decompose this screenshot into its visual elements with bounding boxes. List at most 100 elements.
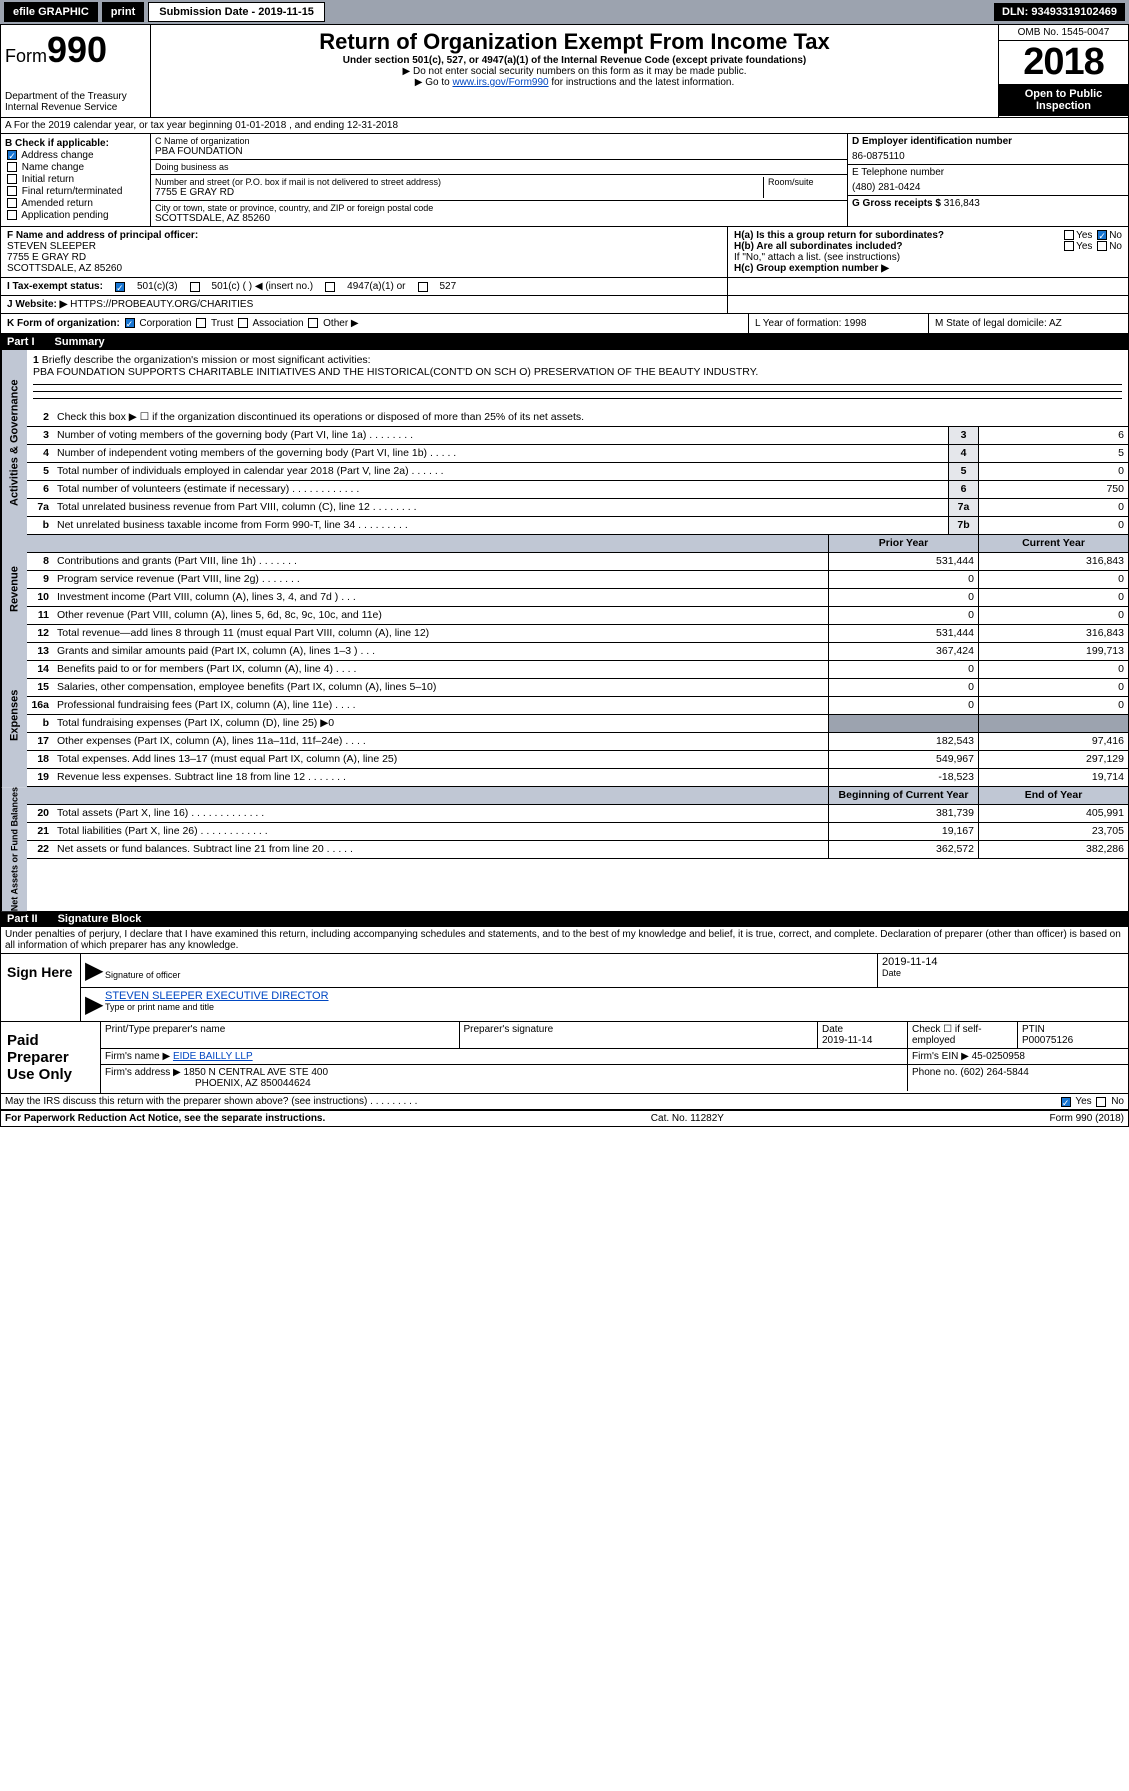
part1-header: Part I Summary	[1, 334, 1128, 350]
tax-status-label: I Tax-exempt status:	[7, 281, 103, 292]
governance-section: Activities & Governance 1 Briefly descri…	[1, 350, 1128, 535]
col-c: C Name of organization PBA FOUNDATION Do…	[151, 134, 848, 226]
state-domicile: M State of legal domicile: AZ	[928, 314, 1128, 333]
501c-check[interactable]	[190, 282, 200, 292]
officer-name-link[interactable]: STEVEN SLEEPER EXECUTIVE DIRECTOR	[105, 990, 329, 1002]
ein-label: D Employer identification number	[852, 136, 1124, 147]
officer-label: F Name and address of principal officer:	[7, 230, 721, 241]
org-name-label: C Name of organization	[155, 136, 843, 146]
end-year-label: End of Year	[978, 787, 1128, 804]
efile-badge: efile GRAPHIC	[4, 2, 98, 22]
officer-type-label: Type or print name and title	[105, 1002, 1124, 1012]
netassets-sidebar: Net Assets or Fund Balances	[1, 787, 27, 911]
assoc-check[interactable]	[238, 318, 248, 328]
trust-check[interactable]	[196, 318, 206, 328]
row-a: A For the 2019 calendar year, or tax yea…	[1, 118, 1128, 134]
form-header: Form990 Department of the Treasury Inter…	[1, 25, 1128, 118]
app-check[interactable]: Application pending	[5, 210, 146, 221]
governance-sidebar: Activities & Governance	[1, 350, 27, 535]
firm-phone-label: Phone no.	[912, 1067, 958, 1078]
revenue-section: Revenue Prior Year Current Year 8Contrib…	[1, 535, 1128, 643]
cat-no: Cat. No. 11282Y	[651, 1113, 724, 1124]
submission-date: Submission Date - 2019-11-15	[148, 2, 325, 22]
sig-date: 2019-11-14	[882, 956, 1124, 968]
goto-note: ▶ Go to www.irs.gov/Form990 for instruct…	[155, 77, 994, 88]
initial-check[interactable]: Initial return	[5, 174, 146, 185]
hb-note: If "No," attach a list. (see instruction…	[734, 252, 1122, 263]
addr-value: 7755 E GRAY RD	[155, 187, 763, 198]
addr-change-check[interactable]: ✓ Address change	[5, 150, 146, 161]
gov-line: 5Total number of individuals employed in…	[27, 463, 1128, 481]
table-row: 9Program service revenue (Part VIII, lin…	[27, 571, 1128, 589]
ein-value: 86-0875110	[852, 151, 1124, 162]
city-value: SCOTTSDALE, AZ 85260	[155, 213, 843, 224]
addr-label: Number and street (or P.O. box if mail i…	[155, 177, 763, 187]
gov-line: 3Number of voting members of the governi…	[27, 427, 1128, 445]
section-i: I Tax-exempt status: ✓501(c)(3) 501(c) (…	[1, 278, 1128, 296]
gross-label: G Gross receipts $	[852, 198, 941, 209]
officer-addr2: SCOTTSDALE, AZ 85260	[7, 263, 721, 274]
row-k: K Form of organization: ✓ Corporation Tr…	[1, 314, 1128, 334]
table-row: 16aProfessional fundraising fees (Part I…	[27, 697, 1128, 715]
net-header: Beginning of Current Year End of Year	[27, 787, 1128, 805]
prep-name-label: Print/Type preparer's name	[105, 1024, 455, 1035]
ha-row: H(a) Is this a group return for subordin…	[734, 230, 1122, 241]
corp-check[interactable]: ✓	[125, 318, 135, 328]
final-check[interactable]: Final return/terminated	[5, 186, 146, 197]
mission-text: PBA FOUNDATION SUPPORTS CHARITABLE INITI…	[33, 366, 758, 378]
firm-addr-label: Firm's address ▶	[105, 1067, 181, 1078]
sig-date-label: Date	[882, 968, 1124, 978]
prep-sig-label: Preparer's signature	[464, 1024, 814, 1035]
other-check[interactable]	[308, 318, 318, 328]
hc-row: H(c) Group exemption number ▶	[734, 263, 1122, 274]
name-change-check[interactable]: Name change	[5, 162, 146, 173]
table-row: 21Total liabilities (Part X, line 26) . …	[27, 823, 1128, 841]
gov-line: 2Check this box ▶ ☐ if the organization …	[27, 409, 1128, 427]
firm-addr2: PHOENIX, AZ 850044624	[195, 1078, 311, 1089]
current-year-label: Current Year	[978, 535, 1128, 552]
part2-num: Part II	[7, 913, 38, 925]
discuss-no-check[interactable]	[1096, 1097, 1106, 1107]
firm-ein: 45-0250958	[972, 1051, 1025, 1062]
table-row: 12Total revenue—add lines 8 through 11 (…	[27, 625, 1128, 643]
prior-year-label: Prior Year	[828, 535, 978, 552]
col-b-title: B Check if applicable:	[5, 138, 146, 149]
table-row: 15Salaries, other compensation, employee…	[27, 679, 1128, 697]
perjury-text: Under penalties of perjury, I declare th…	[1, 927, 1128, 954]
ptin-label: PTIN	[1022, 1024, 1124, 1035]
gov-line: 7aTotal unrelated business revenue from …	[27, 499, 1128, 517]
part1-num: Part I	[7, 336, 35, 348]
paid-preparer-block: Paid Preparer Use Only Print/Type prepar…	[1, 1022, 1128, 1094]
tel-label: E Telephone number	[852, 167, 1124, 178]
discuss-yes-check[interactable]: ✓	[1061, 1097, 1071, 1107]
rev-header: Prior Year Current Year	[27, 535, 1128, 553]
footer: For Paperwork Reduction Act Notice, see …	[1, 1111, 1128, 1126]
prep-date-label: Date	[822, 1024, 903, 1035]
form-prefix: Form	[5, 46, 47, 66]
hb-row: H(b) Are all subordinates included? Yes …	[734, 241, 1122, 252]
print-button[interactable]: print	[102, 2, 144, 22]
form-number: Form990	[5, 29, 146, 71]
dba-label: Doing business as	[155, 162, 843, 172]
4947-check[interactable]	[325, 282, 335, 292]
ptin-value: P00075126	[1022, 1035, 1124, 1046]
dln-label: DLN: 93493319102469	[994, 3, 1125, 21]
table-row: 14Benefits paid to or for members (Part …	[27, 661, 1128, 679]
top-toolbar: efile GRAPHIC print Submission Date - 20…	[0, 0, 1129, 24]
sign-here-label: Sign Here	[1, 954, 81, 1021]
org-name: PBA FOUNDATION	[155, 146, 843, 157]
part1-title: Summary	[55, 336, 105, 348]
website-url: HTTPS://PROBEAUTY.ORG/CHARITIES	[70, 299, 253, 310]
section-f: F Name and address of principal officer:…	[1, 227, 1128, 278]
501c3-check[interactable]: ✓	[115, 282, 125, 292]
firm-name[interactable]: EIDE BAILLY LLP	[173, 1051, 253, 1062]
revenue-sidebar: Revenue	[1, 535, 27, 643]
open-inspection: Open to Public Inspection	[999, 84, 1128, 116]
tax-year: 2018	[999, 41, 1128, 84]
527-check[interactable]	[418, 282, 428, 292]
irs-link[interactable]: www.irs.gov/Form990	[452, 77, 548, 88]
amended-check[interactable]: Amended return	[5, 198, 146, 209]
goto-post: for instructions and the latest informat…	[549, 77, 735, 88]
city-label: City or town, state or province, country…	[155, 203, 843, 213]
expenses-sidebar: Expenses	[1, 643, 27, 787]
